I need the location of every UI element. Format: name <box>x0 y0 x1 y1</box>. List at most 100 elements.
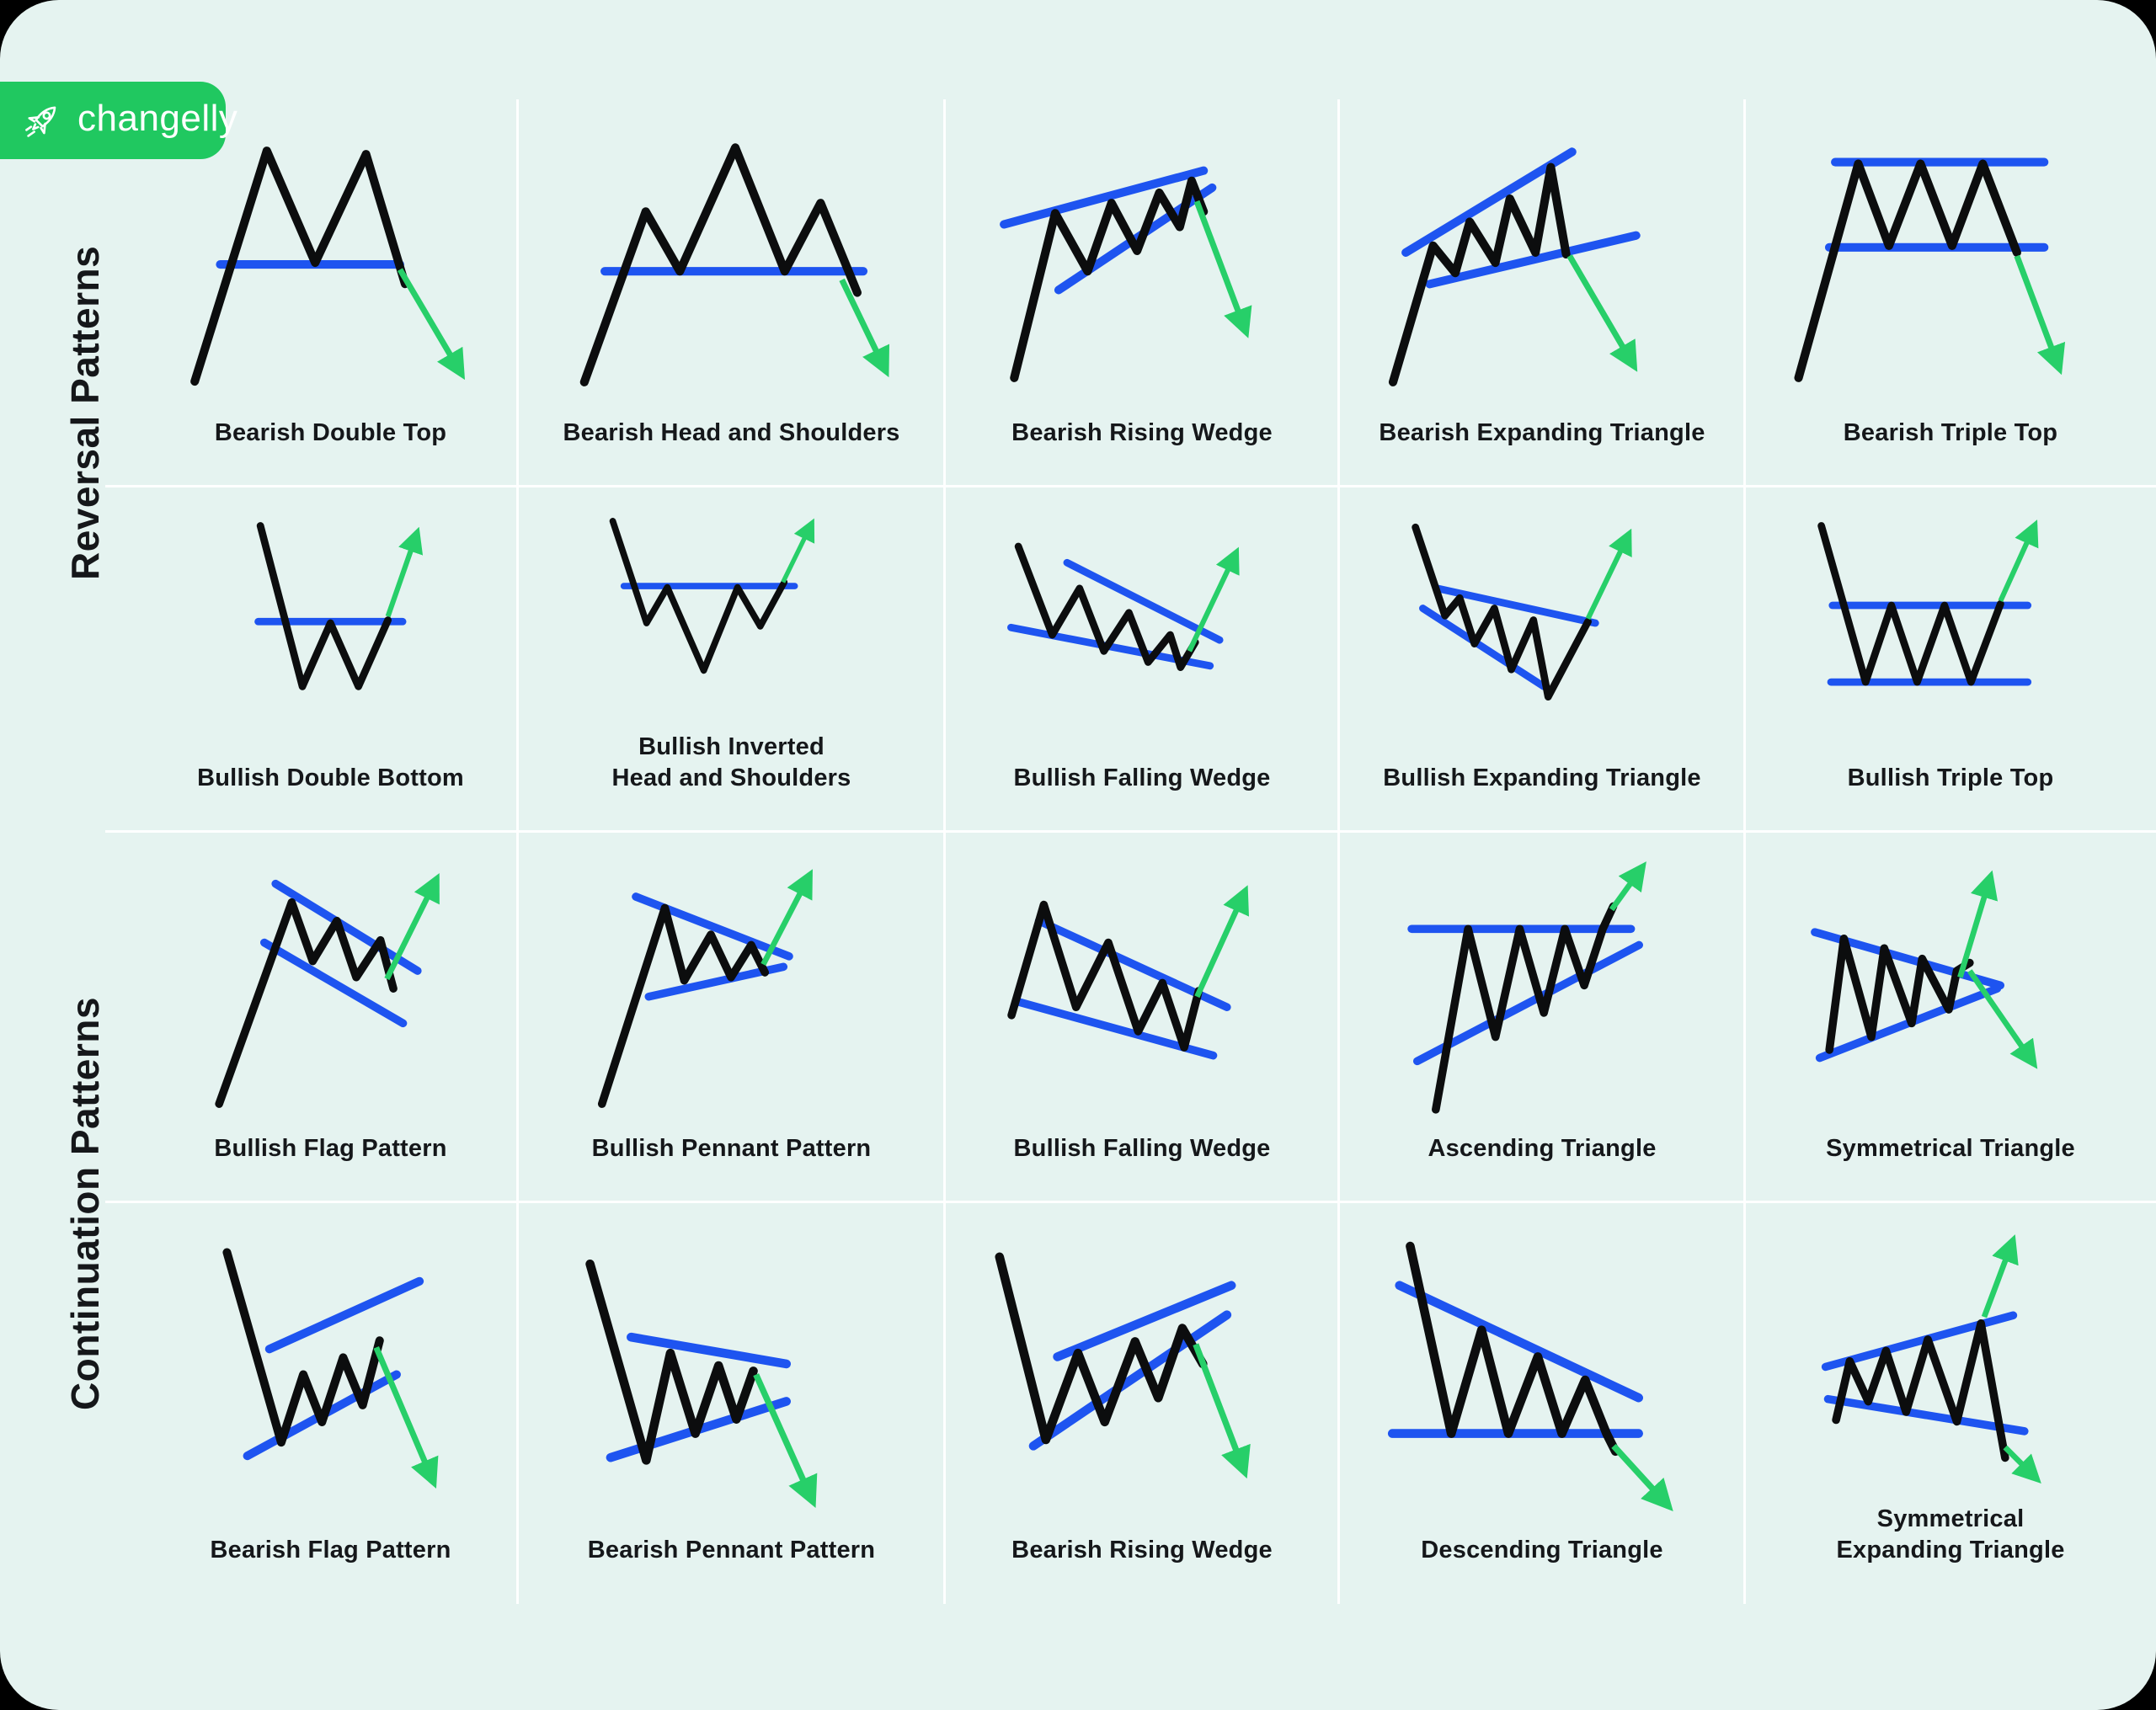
pattern-label: Ascending Triangle <box>1428 1135 1657 1163</box>
trend-line <box>1412 940 1643 1066</box>
pattern-label: Symmetrical Expanding Triangle <box>1836 1505 2065 1564</box>
breakout-arrow <box>1585 528 1632 621</box>
pattern-cell: Bearish Expanding Triangle <box>1339 99 1745 487</box>
pattern-drawing-area <box>1745 1202 2156 1504</box>
pattern-label: Bearish Pennant Pattern <box>587 1537 876 1564</box>
section-label-continuation-patterns: Continuation Patterns <box>63 997 107 1411</box>
pattern-cell: Bearish Flag Pattern <box>143 1202 518 1604</box>
breakout-arrow <box>760 869 814 966</box>
pattern-label: Bullish Pennant Pattern <box>591 1135 872 1163</box>
pattern-drawing-area <box>945 99 1339 418</box>
pattern-label: Bullish Inverted Head and Shoulders <box>611 732 851 792</box>
pattern-cell: Symmetrical Triangle <box>1745 832 2156 1202</box>
price-line <box>222 1248 384 1447</box>
breakout-arrow <box>1967 969 2038 1069</box>
price-line <box>1014 542 1199 672</box>
pattern-label: Bullish Double Bottom <box>197 764 464 792</box>
pattern-label: Bullish Flag Pattern <box>214 1135 447 1163</box>
pattern-drawing <box>254 522 424 690</box>
breakout-arrow <box>1957 870 1999 978</box>
trend-line <box>1433 584 1599 627</box>
pattern-drawing <box>1794 157 2066 382</box>
pattern-drawing <box>1387 1241 1673 1512</box>
trend-line <box>271 879 422 975</box>
price-line <box>1405 1241 1620 1457</box>
pattern-cell: Ascending Triangle <box>1339 832 1745 1202</box>
price-line <box>1412 523 1592 701</box>
price-line <box>190 146 410 386</box>
trend-line <box>1401 147 1577 258</box>
pattern-drawing-area <box>945 487 1339 763</box>
pattern-cell: Bearish Head and Shoulders <box>518 99 945 487</box>
breakout-arrow <box>385 526 424 618</box>
pattern-drawing-area <box>143 1202 518 1535</box>
pattern-cell: Bearish Rising Wedge <box>945 1202 1339 1604</box>
row-divider <box>105 830 2156 833</box>
pattern-drawing-area <box>945 1202 1339 1535</box>
pattern-cell: Bullish Double Bottom <box>143 487 518 832</box>
trend-line <box>1063 558 1224 644</box>
rocket-icon <box>22 99 66 142</box>
breakout-arrow <box>1998 519 2039 603</box>
price-line <box>1794 159 2022 382</box>
trend-line <box>999 166 1208 229</box>
row-divider <box>105 1201 2156 1203</box>
pattern-drawing <box>610 517 815 674</box>
trend-line <box>1823 1394 2029 1436</box>
pattern-cell: Bullish Flag Pattern <box>143 832 518 1202</box>
price-line <box>1007 900 1203 1052</box>
breakout-arrow <box>1982 1233 2019 1318</box>
price-line <box>1388 162 1571 387</box>
pattern-cell: Bullish Triple Top <box>1745 487 2156 832</box>
price-line <box>1832 1318 2009 1462</box>
trend-line <box>1028 1310 1231 1451</box>
pattern-drawing <box>1817 519 2039 686</box>
trend-line <box>1053 1281 1236 1361</box>
trend-line <box>264 1276 424 1354</box>
price-line <box>580 143 862 387</box>
price-line <box>1431 902 1618 1114</box>
trend-line <box>1395 1281 1643 1403</box>
pattern-drawing-area <box>1745 487 2156 763</box>
pattern-drawing-area <box>1339 1202 1745 1535</box>
pattern-label: Bullish Falling Wedge <box>1013 764 1271 792</box>
pattern-cell: Bearish Triple Top <box>1745 99 2156 487</box>
breakout-arrow <box>781 518 815 583</box>
pattern-drawing <box>1007 885 1249 1060</box>
pattern-drawing-area <box>1339 832 1745 1133</box>
pattern-cell: Descending Triangle <box>1339 1202 1745 1604</box>
breakout-arrow <box>1187 546 1240 653</box>
pattern-drawing <box>222 1248 439 1489</box>
breakout-arrow <box>753 1373 818 1509</box>
breakout-arrow <box>839 278 890 378</box>
breakout-arrow <box>1609 861 1646 912</box>
price-line <box>1817 522 2004 686</box>
trend-line <box>1425 231 1641 289</box>
breakout-arrow <box>398 268 466 381</box>
breakout-arrow <box>1193 200 1252 338</box>
column-divider <box>1743 99 1746 1604</box>
breakout-arrow <box>2003 1445 2041 1484</box>
price-line <box>215 898 398 1108</box>
column-divider <box>516 99 519 1604</box>
changelly-logo: changelly <box>0 82 237 159</box>
trend-line <box>260 938 408 1028</box>
breakout-arrow <box>2014 254 2066 376</box>
logo-text: changelly <box>77 98 238 139</box>
breakout-arrow <box>1566 254 1637 372</box>
pattern-drawing <box>190 146 466 386</box>
pattern-drawing-area <box>143 99 518 418</box>
pattern-drawing <box>585 1260 818 1509</box>
pattern-cell: Symmetrical Expanding Triangle <box>1745 1202 2156 1604</box>
price-line <box>1010 176 1208 382</box>
trend-line <box>1418 605 1548 690</box>
pattern-drawing-area <box>518 1202 945 1535</box>
breakout-arrow <box>1193 1343 1251 1479</box>
pattern-drawing <box>580 143 890 387</box>
pattern-drawing <box>215 872 440 1108</box>
breakout-arrow <box>384 872 440 981</box>
price-line <box>610 517 788 674</box>
pattern-drawing-area <box>518 487 945 732</box>
pattern-drawing <box>1388 147 1641 387</box>
